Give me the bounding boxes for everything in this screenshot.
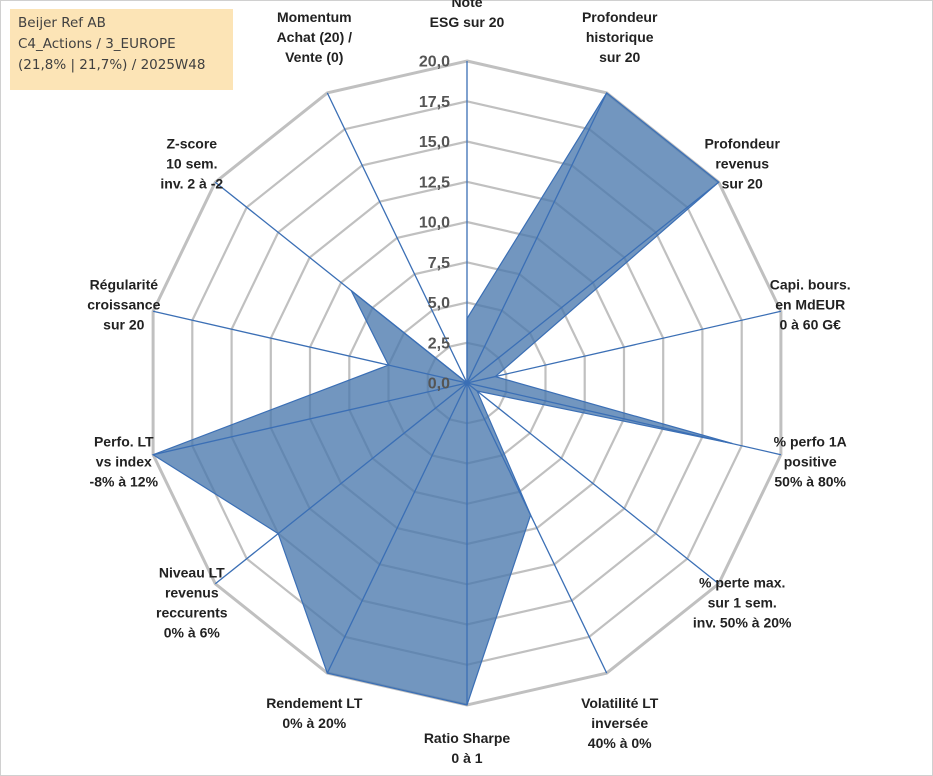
- axis-label-7: Ratio Sharpe 0 à 1: [424, 730, 511, 766]
- axis-label-0-line-0: Note: [451, 0, 482, 10]
- axis-label-4-line-1: positive: [784, 453, 837, 469]
- tick-label-3: 7,5: [428, 255, 450, 272]
- axis-label-12-line-0: Z-score: [167, 136, 218, 152]
- axis-label-10-line-2: -8% à 12%: [90, 473, 159, 489]
- spoke-5: [466, 382, 720, 585]
- spoke-11: [152, 310, 468, 384]
- axis-label-10: Perfo. LT vs index -8% à 12%: [90, 433, 159, 489]
- tick-label-0: 0,0: [428, 376, 450, 393]
- axis-label-3-line-0: Capi. bours.: [770, 277, 851, 293]
- axis-label-6: Volatilité LT inversée 40% à 0%: [581, 695, 659, 751]
- info-company-name: Beijer Ref AB: [18, 15, 106, 31]
- axis-label-10-line-1: vs index: [96, 453, 152, 469]
- axis-label-9-line-3: 0% à 6%: [164, 625, 221, 641]
- axis-label-4-line-2: 50% à 80%: [774, 473, 846, 489]
- axis-label-4-line-0: % perfo 1A: [774, 433, 847, 449]
- tick-label-7: 17,5: [419, 94, 450, 111]
- axis-label-7-line-1: 0 à 1: [451, 750, 482, 766]
- axis-label-6-line-2: 40% à 0%: [588, 735, 652, 751]
- axis-label-5-line-1: sur 1 sem.: [708, 595, 777, 611]
- axis-label-12: Z-score 10 sem. inv. 2 à -2: [160, 136, 223, 192]
- spoke-9: [214, 382, 468, 585]
- spoke-12: [214, 181, 468, 384]
- axis-label-1: Profondeur historique sur 20: [582, 9, 658, 65]
- axis-label-8: Rendement LT 0% à 20%: [266, 695, 363, 731]
- axis-label-6-line-1: inversée: [591, 715, 648, 731]
- tick-label-1: 2,5: [428, 335, 450, 352]
- axis-label-4: % perfo 1A positive 50% à 80%: [774, 433, 847, 489]
- info-stats: (21,8% | 21,7%) / 2025W48: [18, 57, 206, 73]
- axis-label-11-line-2: sur 20: [103, 317, 144, 333]
- radar-tick-labels: 0,0 2,5 5,0 7,5 10,0 12,5 15,0 17,5 20,0: [419, 54, 450, 393]
- axis-label-8-line-0: Rendement LT: [266, 695, 363, 711]
- axis-label-10-line-0: Perfo. LT: [94, 433, 154, 449]
- axis-label-11: Régularité croissance sur 20: [87, 277, 160, 333]
- tick-label-2: 5,0: [428, 295, 450, 312]
- radar-axis-labels: Note ESG sur 20 Profondeur historique sur 20…: [87, 0, 850, 766]
- axis-label-9-line-1: revenus: [165, 585, 219, 601]
- axis-label-13: Momentum Achat (20) / Vente (0): [277, 9, 353, 65]
- info-box: Beijer Ref AB C4_Actions / 3_EUROPE (21,…: [10, 9, 233, 90]
- axis-label-11-line-0: Régularité: [90, 277, 159, 293]
- spoke-10: [152, 382, 468, 456]
- axis-label-9: Niveau LT revenus reccurents 0% à 6%: [156, 565, 228, 641]
- axis-label-1-line-1: historique: [586, 29, 654, 45]
- tick-label-6: 15,0: [419, 134, 450, 151]
- spoke-4: [466, 382, 782, 456]
- axis-label-2: Profondeur revenus sur 20: [704, 136, 780, 192]
- spoke-6: [466, 382, 608, 674]
- spoke-13: [326, 92, 468, 384]
- axis-label-12-line-2: inv. 2 à -2: [160, 176, 223, 192]
- axis-label-12-line-1: 10 sem.: [166, 156, 217, 172]
- tick-label-5: 12,5: [419, 174, 450, 191]
- info-category: C4_Actions / 3_EUROPE: [18, 36, 176, 52]
- axis-label-0: Note ESG sur 20: [430, 0, 505, 30]
- axis-label-8-line-1: 0% à 20%: [282, 715, 346, 731]
- axis-label-7-line-0: Ratio Sharpe: [424, 730, 511, 746]
- axis-label-9-line-0: Niveau LT: [159, 565, 225, 581]
- axis-label-5: % perte max. sur 1 sem. inv. 50% à 20%: [693, 575, 792, 631]
- spoke-3: [466, 310, 782, 384]
- axis-label-5-line-2: inv. 50% à 20%: [693, 615, 792, 631]
- spoke-2: [466, 181, 720, 384]
- axis-label-13-line-0: Momentum: [277, 9, 352, 25]
- axis-label-2-line-2: sur 20: [722, 176, 763, 192]
- tick-label-8: 20,0: [419, 54, 450, 71]
- axis-label-0-line-1: ESG sur 20: [430, 14, 505, 30]
- tick-label-4: 10,0: [419, 215, 450, 232]
- axis-label-3-line-1: en MdEUR: [775, 297, 845, 313]
- radar-spokes: [152, 61, 782, 705]
- spoke-1: [466, 92, 608, 384]
- spoke-8: [326, 382, 468, 674]
- axis-label-1-line-0: Profondeur: [582, 9, 658, 25]
- axis-label-13-line-2: Vente (0): [285, 49, 343, 65]
- axis-label-5-line-0: % perte max.: [699, 575, 785, 591]
- axis-label-2-line-1: revenus: [715, 156, 769, 172]
- axis-label-3: Capi. bours. en MdEUR 0 à 60 G€: [770, 277, 851, 333]
- axis-label-9-line-2: reccurents: [156, 605, 228, 621]
- axis-label-3-line-2: 0 à 60 G€: [779, 317, 841, 333]
- axis-label-2-line-0: Profondeur: [704, 136, 780, 152]
- axis-label-6-line-0: Volatilité LT: [581, 695, 659, 711]
- axis-label-13-line-1: Achat (20) /: [277, 29, 353, 45]
- axis-label-1-line-2: sur 20: [599, 49, 640, 65]
- axis-label-11-line-1: croissance: [87, 297, 160, 313]
